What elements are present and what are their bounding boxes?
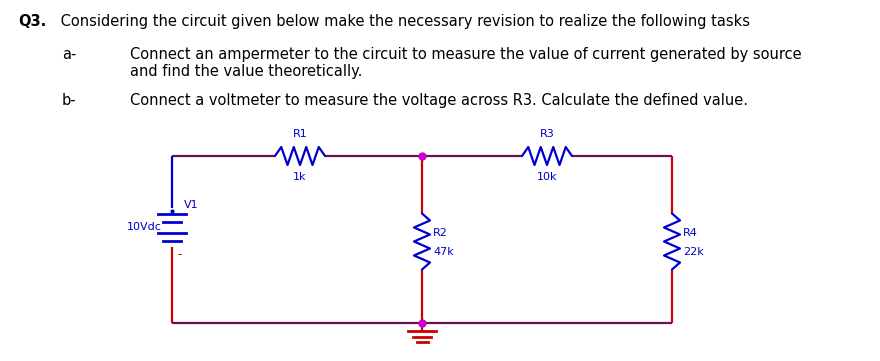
Text: Considering the circuit given below make the necessary revision to realize the f: Considering the circuit given below make…: [56, 14, 750, 29]
Text: R3: R3: [539, 129, 554, 139]
Text: -: -: [177, 248, 181, 261]
Text: Q3.: Q3.: [18, 14, 47, 29]
Text: 47k: 47k: [433, 247, 454, 257]
Text: b-: b-: [62, 93, 77, 108]
Text: a-: a-: [62, 47, 77, 62]
Text: 22k: 22k: [683, 247, 704, 257]
Text: Connect a voltmeter to measure the voltage across R3. Calculate the defined valu: Connect a voltmeter to measure the volta…: [130, 93, 748, 108]
Text: R1: R1: [293, 129, 307, 139]
Text: 1k: 1k: [293, 172, 307, 182]
Text: 10Vdc: 10Vdc: [127, 222, 162, 232]
Text: R4: R4: [683, 229, 698, 239]
Text: 10k: 10k: [537, 172, 557, 182]
Text: R2: R2: [433, 229, 448, 239]
Text: Connect an ampermeter to the circuit to measure the value of current generated b: Connect an ampermeter to the circuit to …: [130, 47, 802, 79]
Text: V1: V1: [184, 200, 199, 210]
